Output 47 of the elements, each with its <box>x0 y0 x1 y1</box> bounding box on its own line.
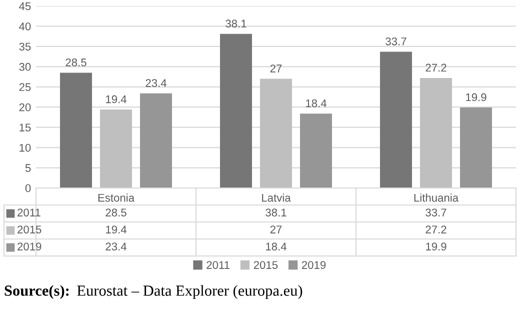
x-tick-label: Estonia <box>98 194 135 202</box>
text: 19.9 <box>426 242 446 250</box>
data-label: 33.7 <box>386 37 406 46</box>
legend-label: 2015 <box>18 226 42 234</box>
data-label: 28.5 <box>66 58 86 66</box>
y-tick-label: 15 <box>20 124 31 132</box>
y-tick-label: 20 <box>19 103 31 112</box>
text: 38.1 <box>266 208 286 216</box>
data-label: 27 <box>270 64 282 72</box>
y-tick-label: 0 <box>25 184 31 192</box>
y-tick-label: 25 <box>19 83 31 92</box>
text: 2015 <box>254 261 278 269</box>
data-label: 19.9 <box>466 93 486 102</box>
y-tick-label: 45 <box>19 2 31 10</box>
bar <box>460 108 492 188</box>
x-tick-label: Latvia <box>262 194 291 202</box>
bar <box>420 78 452 188</box>
legend-label: 2011 <box>18 208 40 216</box>
y-tick-label: 35 <box>19 42 31 51</box>
text: 33.7 <box>426 208 446 216</box>
y-tick-label: 40 <box>19 22 31 30</box>
data-label: 19.4 <box>106 95 126 104</box>
data-label: 27.2 <box>426 64 446 72</box>
text: 19.4 <box>106 226 126 234</box>
text: 28.5 <box>106 208 126 216</box>
text: 18.4 <box>266 242 286 250</box>
text: 2019 <box>18 242 42 250</box>
legend-label: 2019 <box>302 261 326 269</box>
y-tick-label: 30 <box>19 62 31 71</box>
text: 2011 <box>206 261 230 269</box>
data-label: 23.4 <box>146 79 166 87</box>
bar <box>100 110 132 188</box>
data-label: 38.1 <box>226 20 246 28</box>
text: 27 <box>270 226 282 234</box>
bar <box>300 114 332 188</box>
x-tick-label: Lithuania <box>414 194 459 202</box>
bar <box>140 93 172 188</box>
y-tick-label: 5 <box>25 164 31 172</box>
text: 27.2 <box>426 226 446 234</box>
source-note: Source(s): Eurostat – Data Explorer (europa.eu) <box>4 285 302 299</box>
bar <box>380 52 412 188</box>
bar <box>260 78 292 188</box>
bar <box>220 34 252 188</box>
data-label: 18.4 <box>306 99 326 108</box>
text: 23.4 <box>106 242 126 250</box>
bar <box>60 72 92 188</box>
y-tick-label: 10 <box>20 144 31 152</box>
